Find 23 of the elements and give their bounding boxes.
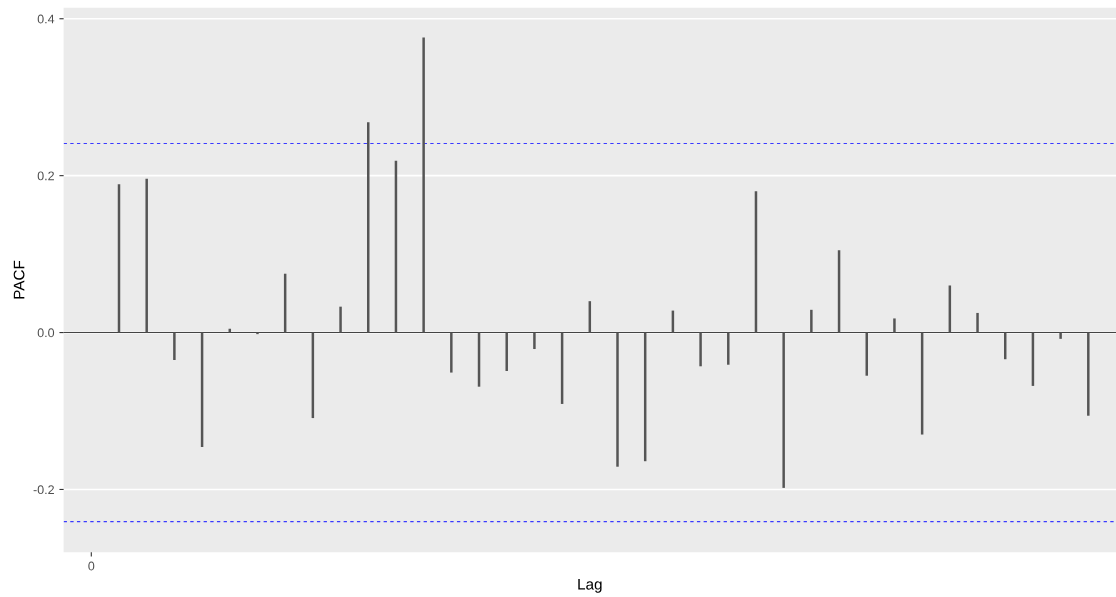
- bar: [810, 309, 813, 333]
- y-axis-title: PACF: [13, 260, 25, 299]
- bar: [533, 332, 536, 350]
- bar: [145, 178, 148, 333]
- bar: [893, 318, 896, 333]
- bar: [173, 332, 176, 361]
- bar: [505, 332, 508, 371]
- bar: [727, 332, 730, 365]
- bar: [782, 332, 785, 488]
- bar: [616, 332, 619, 467]
- bar: [699, 332, 702, 367]
- bar: [339, 306, 342, 333]
- x-axis-title: Lag: [578, 579, 602, 593]
- bar: [1087, 332, 1090, 416]
- y-tick-label: -0.2: [33, 485, 54, 495]
- bar: [976, 312, 979, 333]
- bar: [450, 332, 453, 373]
- x-tick-label: 0: [88, 561, 95, 571]
- y-tick-label: 0.4: [37, 14, 55, 24]
- bar: [1059, 332, 1062, 339]
- bar: [422, 37, 425, 333]
- y-tick-label: 0.0: [37, 328, 55, 338]
- y-tick-label: 0.2: [37, 171, 54, 181]
